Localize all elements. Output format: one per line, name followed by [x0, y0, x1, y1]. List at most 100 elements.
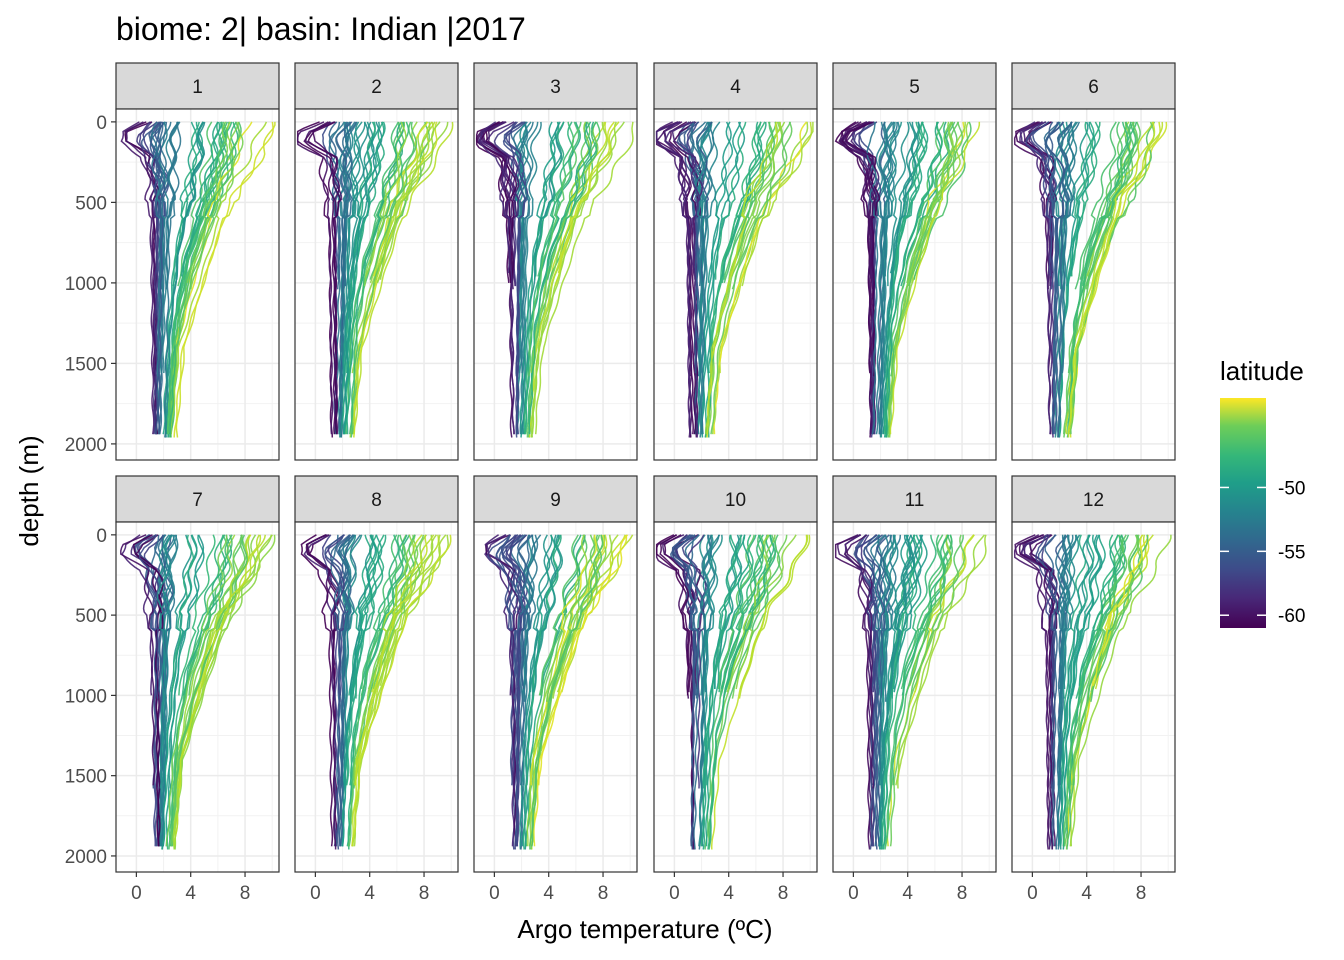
profile-line [379, 534, 438, 687]
profile-line [1065, 121, 1089, 287]
profile-line [699, 534, 713, 789]
profile-line [486, 534, 519, 789]
profile-line [1067, 534, 1127, 789]
profile-line [485, 121, 517, 287]
profile-line [865, 534, 879, 786]
profile-line [887, 121, 910, 287]
profile-line [530, 121, 625, 438]
profile-line [1062, 534, 1100, 847]
x-tick-label: 8 [957, 883, 968, 904]
profile-line [708, 534, 776, 850]
profile-line [1070, 534, 1144, 786]
profile-line [705, 121, 782, 435]
profile-line [339, 534, 352, 847]
profile-line [1053, 121, 1064, 438]
profile-line [335, 121, 351, 277]
profile-line [706, 121, 746, 374]
profile-line [554, 121, 620, 287]
grid [654, 522, 817, 872]
y-tick-label: 2000 [65, 435, 107, 456]
profile-line [1059, 534, 1095, 847]
profile-line [520, 121, 534, 374]
profile-lines [655, 534, 811, 850]
profile-line [477, 121, 511, 274]
profile-line [1061, 121, 1080, 374]
profile-line [346, 534, 400, 847]
x-tick-label: 8 [1136, 883, 1147, 904]
profile-line [296, 121, 334, 435]
strip-label-12: 12 [1083, 490, 1104, 511]
profile-line [343, 121, 380, 435]
panel-1: 1 0 500 1000 1500 2000 [65, 62, 280, 461]
strip-1 [115, 62, 280, 110]
profile-line [502, 121, 527, 438]
profile-line [1078, 534, 1124, 696]
panel-6: 6 [1011, 62, 1176, 461]
profile-lines [1013, 121, 1168, 438]
profile-line [1082, 121, 1137, 287]
x-tick-label: 0 [131, 883, 142, 904]
profile-line [528, 121, 599, 438]
panel-4: 4 [653, 62, 818, 461]
profile-line [1090, 534, 1149, 702]
profile-lines [655, 121, 814, 438]
profile-line [885, 121, 942, 438]
profile-line [534, 121, 634, 435]
profile-line [175, 121, 276, 438]
profile-line [479, 121, 514, 374]
profile-line [700, 534, 742, 847]
y-tick-label: 500 [75, 606, 107, 627]
profile-line [1028, 121, 1054, 274]
profile-line [164, 121, 204, 435]
profile-lines [300, 534, 452, 850]
profile-line [521, 121, 542, 435]
profile-lines [1013, 534, 1172, 850]
profile-line [879, 534, 916, 847]
profile-line [741, 121, 814, 287]
profile-line [659, 534, 691, 693]
profile-line [164, 121, 206, 435]
strip-4 [653, 62, 818, 110]
profile-line [340, 534, 355, 699]
x-tick-label: 8 [778, 883, 789, 904]
profile-line [342, 121, 357, 287]
profile-line [509, 534, 526, 847]
profile-line [702, 534, 737, 850]
panel-border [473, 521, 638, 873]
profile-line [528, 121, 608, 438]
legend-ticks: -50 -55 -60 [1220, 478, 1305, 627]
profile-line [1060, 534, 1073, 699]
profile-line [714, 121, 747, 280]
profile-line [532, 534, 562, 693]
panel-border [115, 521, 280, 873]
profile-line [901, 534, 950, 696]
profile-line [1055, 534, 1066, 850]
profile-line [889, 534, 966, 847]
profile-line [557, 121, 615, 274]
profile-line [900, 534, 943, 690]
profile-line [884, 121, 945, 435]
x-tick-label: 4 [1081, 883, 1092, 904]
profile-line [178, 534, 216, 696]
profile-line [1067, 121, 1156, 435]
profile-line [721, 121, 767, 277]
profile-line [883, 121, 919, 374]
profile-line [671, 121, 703, 438]
profile-line [165, 121, 181, 280]
profile-line [708, 121, 762, 374]
strip-label-11: 11 [905, 490, 925, 511]
strip-label-2: 2 [371, 77, 382, 98]
profile-line [172, 121, 200, 287]
profile-line [519, 121, 539, 435]
profile-line [877, 534, 889, 786]
profile-line [879, 534, 893, 690]
profile-line [166, 121, 228, 435]
y-tick-label: 500 [75, 193, 107, 214]
profile-line [305, 534, 337, 850]
panel-border [294, 521, 459, 873]
profile-line [1062, 534, 1081, 690]
profile-line [1018, 534, 1054, 850]
y-tick-label: 2000 [65, 847, 107, 868]
strip-8 [294, 475, 459, 523]
profile-line [672, 534, 696, 699]
